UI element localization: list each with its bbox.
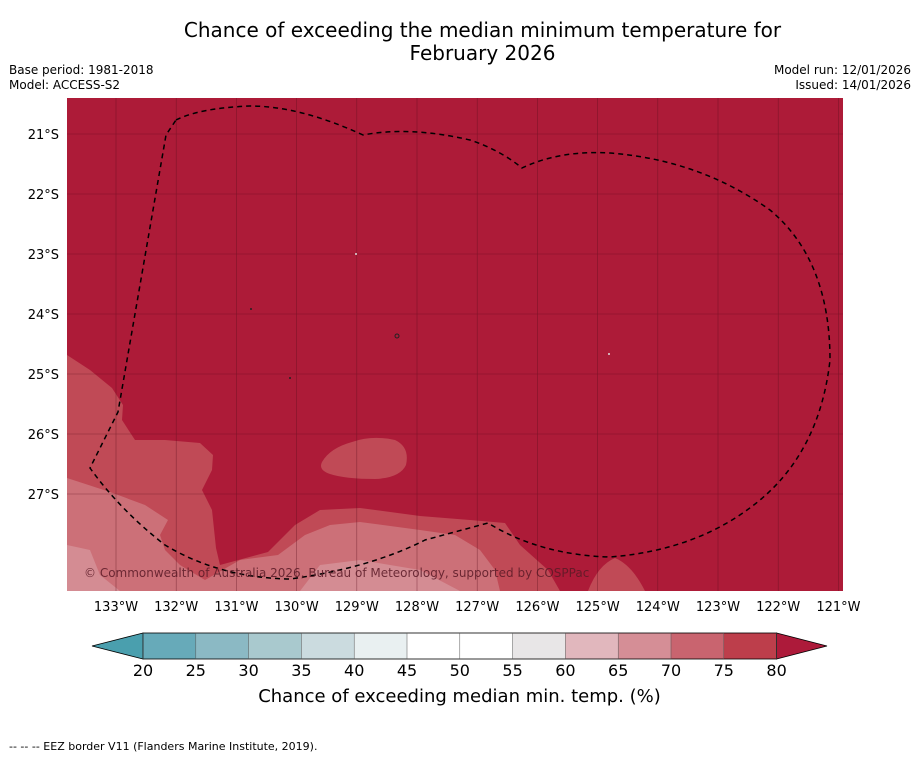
lat-tick-label: 23°S — [28, 248, 59, 263]
colorbar-segment — [618, 633, 671, 659]
island-dot — [394, 333, 400, 339]
colorbar-over-arrow — [776, 632, 828, 660]
contour-70-75 — [67, 478, 500, 591]
lon-tick-label: 123°W — [696, 600, 740, 615]
colorbar-segment — [565, 633, 619, 659]
colorbar-tick-label: 25 — [186, 661, 206, 680]
lat-tick-label: 25°S — [28, 368, 59, 383]
lat-tick-label: 27°S — [28, 488, 59, 503]
island-dot — [289, 377, 291, 379]
lon-tick-label: 126°W — [515, 600, 559, 615]
colorbar-tick-label: 60 — [555, 661, 575, 680]
lon-tick-label: 133°W — [94, 600, 138, 615]
lat-tick-label: 21°S — [28, 128, 59, 143]
colorbar-tick-label: 45 — [397, 661, 417, 680]
lon-tick-label: 121°W — [816, 600, 860, 615]
colorbar-label: Chance of exceeding median min. temp. (%… — [258, 686, 661, 707]
colorbar-segment — [301, 633, 355, 659]
island-dot — [608, 353, 610, 355]
model-text: Model: ACCESS-S2 — [9, 78, 121, 92]
colorbar-segment — [723, 633, 777, 659]
graticule — [67, 98, 843, 591]
island-dot — [355, 253, 357, 255]
lon-tick-label: 129°W — [335, 600, 379, 615]
contour-75-80-south — [588, 558, 645, 591]
colorbar-tick-label: 55 — [502, 661, 522, 680]
lon-tick-label: 125°W — [576, 600, 620, 615]
colorbar-tick-label: 35 — [291, 661, 311, 680]
issued-text: Issued: 14/01/2026 — [795, 78, 911, 92]
contour-75-80-west — [67, 355, 560, 591]
contour-65-70 — [67, 545, 120, 591]
island-dot — [250, 308, 252, 310]
colorbar-tick-label: 75 — [714, 661, 734, 680]
contour-75-80-patch — [321, 437, 407, 479]
colorbar-under-arrow — [91, 632, 144, 660]
latitude-labels: 21°S 22°S 23°S 24°S 25°S 26°S 27°S — [28, 128, 59, 503]
colorbar-tick-label: 20 — [133, 661, 153, 680]
colorbar-segment — [143, 633, 196, 659]
colorbar-tick-label: 30 — [238, 661, 258, 680]
lon-tick-label: 131°W — [214, 600, 258, 615]
lon-tick-label: 122°W — [756, 600, 800, 615]
lon-tick-label: 132°W — [154, 600, 198, 615]
lon-tick-label: 124°W — [636, 600, 680, 615]
longitude-labels: 133°W 132°W 131°W 130°W 129°W 128°W 127°W 126°W… — [94, 600, 861, 615]
colorbar-tick-label: 40 — [344, 661, 364, 680]
colorbar-segment — [459, 633, 513, 659]
colorbar-segment — [354, 633, 407, 659]
map-area: © Commonwealth of Australia 2026, Bureau… — [67, 98, 843, 591]
colorbar-segment — [671, 633, 724, 659]
lat-tick-label: 22°S — [28, 188, 59, 203]
colorbar-tick-label: 65 — [608, 661, 628, 680]
lon-tick-label: 128°W — [395, 600, 439, 615]
map-title-line2: February 2026 — [409, 41, 556, 65]
eez-footnote: -- -- -- EEZ border V11 (Flanders Marine… — [9, 740, 318, 753]
colorbar-tick-label: 70 — [661, 661, 681, 680]
colorbar-segment — [248, 633, 302, 659]
contour-65-70-center — [300, 560, 460, 591]
colorbar-segment — [195, 633, 249, 659]
base-period-text: Base period: 1981-2018 — [9, 63, 154, 77]
lon-tick-label: 127°W — [455, 600, 499, 615]
colorbar: 20 25 30 35 40 45 50 55 60 65 70 75 80 — [91, 632, 828, 680]
map-title-line1: Chance of exceeding the median minimum t… — [183, 18, 782, 42]
colorbar-tick-label: 50 — [450, 661, 470, 680]
lat-tick-label: 26°S — [28, 428, 59, 443]
lon-tick-label: 130°W — [275, 600, 319, 615]
lat-tick-label: 24°S — [28, 308, 59, 323]
colorbar-tick-label: 80 — [766, 661, 786, 680]
model-run-text: Model run: 12/01/2026 — [773, 63, 911, 77]
colorbar-segment — [407, 633, 460, 659]
colorbar-segment — [512, 633, 566, 659]
copyright-text: © Commonwealth of Australia 2026, Bureau… — [84, 566, 589, 580]
